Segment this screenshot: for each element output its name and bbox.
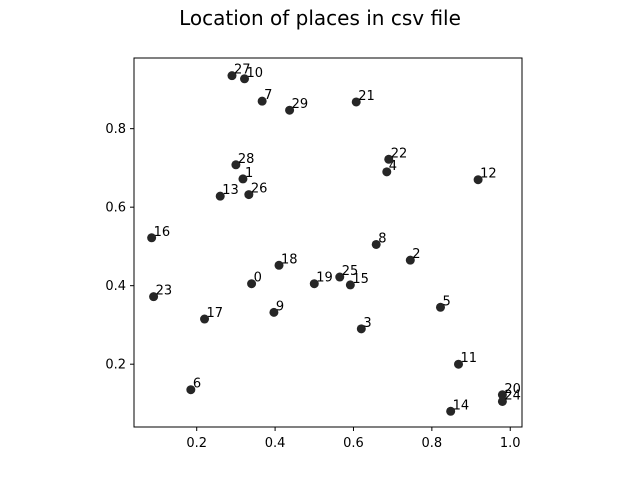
point-label: 28 [238, 152, 255, 167]
point-label: 9 [276, 299, 284, 314]
plot-frame [133, 57, 523, 428]
data-point [215, 191, 225, 201]
data-point [247, 279, 257, 289]
point-label: 10 [247, 66, 264, 81]
data-point [356, 324, 366, 334]
data-point [335, 272, 345, 282]
data-point [200, 314, 210, 324]
point-label: 23 [156, 284, 173, 299]
points-layer: 0123456789101112131415161718192021222324… [147, 63, 521, 416]
point-label: 20 [504, 382, 521, 397]
point-label: 26 [251, 182, 268, 197]
data-point [497, 390, 507, 400]
point-label: 18 [281, 252, 298, 267]
y-tick-label: 0.2 [105, 358, 126, 373]
data-point [435, 302, 445, 312]
y-tick-label: 0.6 [105, 201, 126, 216]
point-label: 2 [412, 247, 420, 262]
y-tick-label: 0.8 [105, 122, 126, 137]
data-point [405, 255, 415, 265]
point-label: 21 [358, 89, 375, 104]
data-point [351, 97, 361, 107]
axes-layer: 0.2 0.4 0.6 0.8 1.0 0.2 0.4 0.6 0.8 [105, 122, 520, 451]
point-label: 13 [222, 183, 239, 198]
point-label: 14 [453, 398, 470, 413]
point-label: 6 [193, 377, 201, 392]
point-label: 3 [363, 316, 371, 331]
point-label: 8 [378, 231, 386, 246]
point-label: 1 [245, 166, 253, 181]
point-label: 0 [254, 271, 262, 286]
point-label: 25 [342, 264, 359, 279]
data-point [269, 307, 279, 317]
chart-title: Location of places in csv file [179, 6, 461, 30]
point-label: 17 [207, 306, 224, 321]
data-point [238, 174, 248, 184]
data-point [186, 385, 196, 395]
point-label: 4 [389, 159, 397, 174]
data-point [285, 105, 295, 115]
point-label: 16 [154, 225, 171, 240]
data-point [446, 406, 456, 416]
point-label: 19 [316, 271, 333, 286]
data-point [149, 292, 159, 302]
data-point [497, 396, 507, 406]
point-label: 24 [504, 388, 521, 403]
point-label: 15 [352, 272, 369, 287]
data-point [240, 74, 250, 84]
data-point [382, 167, 392, 177]
point-label: 7 [264, 88, 272, 103]
data-point [244, 190, 254, 200]
x-tick-label: 0.4 [265, 436, 286, 451]
data-point [309, 279, 319, 289]
x-tick-label: 1.0 [500, 436, 521, 451]
data-point [147, 233, 157, 243]
point-label: 12 [480, 167, 497, 182]
point-label: 22 [391, 146, 408, 161]
data-point [227, 71, 237, 81]
data-point [384, 154, 394, 164]
point-label: 11 [461, 351, 478, 366]
data-point [371, 239, 381, 249]
point-label: 27 [234, 63, 251, 78]
data-point [274, 260, 284, 270]
y-tick-label: 0.4 [105, 279, 126, 294]
point-label: 5 [442, 294, 450, 309]
data-point [231, 160, 241, 170]
data-point [257, 96, 267, 106]
x-tick-label: 0.2 [186, 436, 207, 451]
x-tick-label: 0.8 [422, 436, 443, 451]
x-tick-label: 0.6 [343, 436, 364, 451]
data-point [454, 359, 464, 369]
data-point [473, 175, 483, 185]
data-point [345, 280, 355, 290]
point-label: 29 [292, 97, 309, 112]
